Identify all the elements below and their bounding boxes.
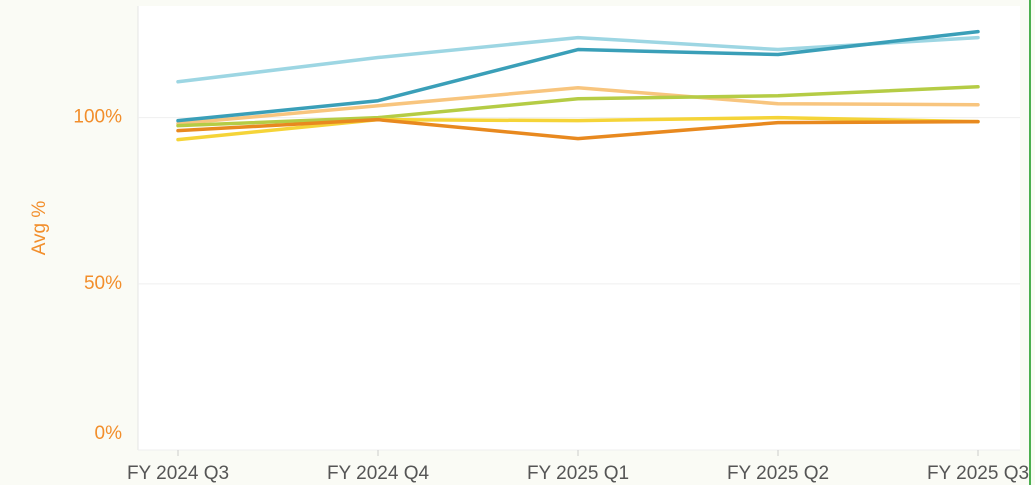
x-tick-label: FY 2025 Q1 (527, 463, 629, 484)
y-tick-label: 100% (73, 107, 122, 128)
series-line (176, 117, 980, 141)
series-line (176, 115, 980, 142)
y-axis-title: Avg % (29, 201, 50, 256)
y-tick-label: 0% (95, 423, 123, 444)
plot-area (138, 6, 1020, 450)
x-tick-label: FY 2025 Q3 (927, 463, 1029, 484)
series-line (176, 29, 980, 123)
y-tick-label: 50% (84, 273, 122, 294)
x-tick-label: FY 2025 Q2 (727, 463, 829, 484)
x-tick-label: FY 2024 Q3 (127, 463, 229, 484)
x-tick-label: FY 2024 Q4 (327, 463, 430, 484)
series-line (176, 85, 980, 128)
series-line (176, 86, 980, 126)
